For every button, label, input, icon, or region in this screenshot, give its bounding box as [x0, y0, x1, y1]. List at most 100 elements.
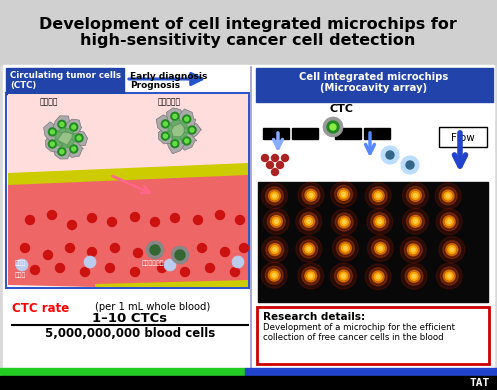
Circle shape [443, 270, 455, 282]
Polygon shape [167, 136, 185, 154]
Text: Cell integrated microchips: Cell integrated microchips [299, 72, 449, 82]
Circle shape [376, 218, 384, 225]
Circle shape [412, 274, 416, 278]
Circle shape [374, 216, 386, 228]
Circle shape [296, 208, 322, 234]
Circle shape [307, 219, 311, 223]
Circle shape [338, 216, 350, 228]
Text: Development of cell integrated microchips for: Development of cell integrated microchip… [39, 17, 457, 32]
Circle shape [303, 243, 315, 255]
Circle shape [447, 220, 451, 224]
Circle shape [436, 209, 462, 235]
Circle shape [81, 268, 89, 277]
Circle shape [270, 271, 278, 279]
Circle shape [262, 237, 288, 262]
Circle shape [269, 244, 281, 255]
Circle shape [436, 263, 462, 289]
Polygon shape [8, 163, 248, 185]
Polygon shape [184, 122, 201, 139]
Text: high-sensitivity cancer cell detection: high-sensitivity cancer cell detection [81, 33, 415, 48]
Circle shape [444, 192, 452, 200]
Circle shape [305, 217, 313, 225]
Circle shape [305, 270, 317, 282]
Circle shape [60, 122, 64, 126]
Circle shape [386, 151, 394, 159]
Circle shape [105, 264, 114, 273]
Bar [263, 128, 289, 139]
Circle shape [327, 121, 339, 133]
Circle shape [414, 219, 417, 223]
Circle shape [300, 240, 318, 258]
Circle shape [48, 128, 56, 136]
Circle shape [365, 264, 391, 290]
Circle shape [48, 211, 57, 220]
Circle shape [440, 267, 458, 285]
Circle shape [410, 272, 418, 280]
Circle shape [302, 186, 320, 204]
Circle shape [439, 187, 457, 205]
Circle shape [107, 218, 116, 227]
Polygon shape [65, 139, 83, 158]
Circle shape [332, 235, 358, 261]
Circle shape [25, 216, 34, 225]
Circle shape [164, 134, 167, 138]
Text: 1–10 CTCs: 1–10 CTCs [92, 312, 167, 325]
Circle shape [68, 220, 77, 229]
Bar [292, 128, 318, 139]
Text: Prognosis: Prognosis [130, 81, 180, 90]
Circle shape [376, 275, 380, 279]
Circle shape [50, 142, 54, 146]
Circle shape [334, 267, 352, 285]
Circle shape [171, 246, 189, 264]
Circle shape [265, 187, 283, 205]
Circle shape [343, 246, 347, 250]
Circle shape [216, 211, 225, 220]
Circle shape [146, 241, 164, 259]
Circle shape [412, 191, 419, 199]
Circle shape [340, 218, 348, 226]
Circle shape [302, 267, 320, 285]
Circle shape [446, 244, 458, 255]
Circle shape [374, 242, 387, 254]
Circle shape [183, 137, 191, 145]
Circle shape [276, 161, 283, 168]
Circle shape [376, 194, 380, 198]
Circle shape [162, 132, 169, 140]
Circle shape [374, 273, 382, 281]
Circle shape [270, 215, 282, 227]
Polygon shape [65, 119, 82, 134]
Text: Circulating tumor cells: Circulating tumor cells [10, 71, 121, 80]
Circle shape [240, 243, 248, 252]
Circle shape [273, 248, 277, 252]
Circle shape [378, 220, 382, 223]
Circle shape [381, 146, 399, 164]
Circle shape [185, 117, 189, 121]
Text: (per 1 mL whole blood): (per 1 mL whole blood) [95, 302, 210, 312]
Circle shape [446, 194, 450, 198]
Circle shape [309, 274, 313, 278]
Circle shape [271, 246, 279, 254]
Polygon shape [95, 280, 248, 287]
Circle shape [331, 181, 357, 207]
Circle shape [20, 243, 29, 252]
Circle shape [448, 246, 456, 254]
Circle shape [151, 218, 160, 227]
Circle shape [268, 190, 280, 202]
Circle shape [268, 269, 280, 281]
Text: Flow: Flow [451, 133, 475, 143]
Text: がん原発巣: がん原発巣 [158, 97, 181, 106]
Circle shape [309, 193, 313, 197]
Bar [3, 65, 494, 375]
Bar [0, 0, 497, 65]
Circle shape [197, 243, 206, 252]
Circle shape [298, 263, 324, 289]
Circle shape [190, 128, 194, 132]
Polygon shape [44, 122, 63, 142]
Circle shape [281, 154, 288, 161]
Circle shape [331, 209, 357, 235]
Circle shape [378, 246, 382, 250]
Circle shape [150, 245, 160, 255]
Circle shape [372, 271, 384, 283]
Circle shape [367, 235, 394, 261]
Circle shape [339, 272, 347, 280]
